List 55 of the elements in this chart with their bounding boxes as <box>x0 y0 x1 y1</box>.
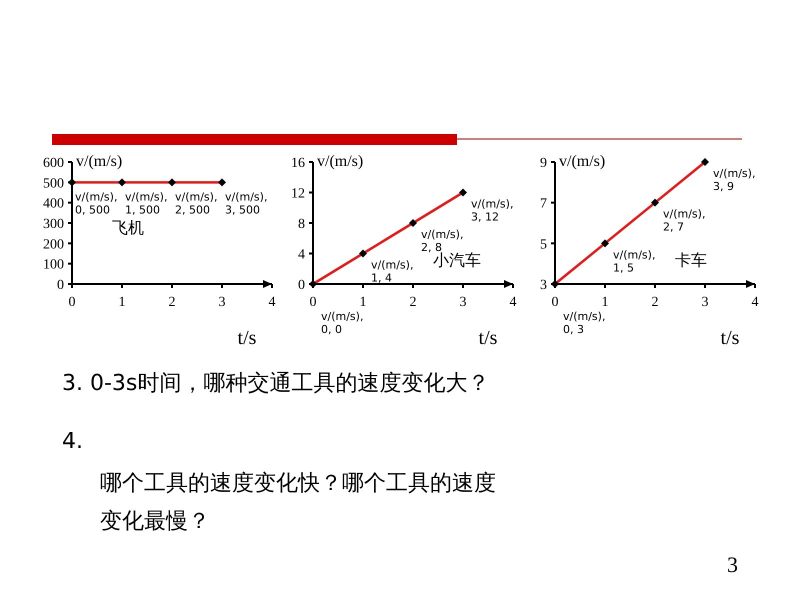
annotation: v/(m/s), 1, 5 <box>613 248 656 274</box>
tick: 0 <box>310 295 316 310</box>
tick: 200 <box>43 237 64 252</box>
annotation: v/(m/s), 2, 500 <box>175 190 218 216</box>
xlabel: t/s <box>720 327 740 349</box>
tick: 400 <box>43 196 64 212</box>
tick: 4 <box>298 248 305 262</box>
annotation: 飞机 <box>112 218 144 237</box>
tick: 3 <box>460 295 466 310</box>
tick: 4 <box>268 295 276 310</box>
annotation: v/(m/s), 0, 3 <box>563 310 606 336</box>
ylabel: v/(m/s) <box>317 153 364 170</box>
tick: 4 <box>752 295 758 310</box>
tick: 4 <box>510 295 516 310</box>
annotation: 小汽车 <box>433 250 481 270</box>
tick: 2 <box>168 295 176 310</box>
annotation: v/(m/s), 2, 7 <box>663 208 706 234</box>
tick: 1 <box>360 295 366 310</box>
xlabel: t/s <box>238 327 256 349</box>
annotation: v/(m/s), 1, 4 <box>371 258 414 284</box>
ylabel: v/(m/s) <box>559 153 606 170</box>
tick: 0 <box>68 295 76 310</box>
tick: 1 <box>118 295 126 310</box>
annotation: 3. 0-3s时间，哪种交通工具的速度变化大？ <box>62 371 490 396</box>
tick: 7 <box>540 196 547 212</box>
tick: 2 <box>652 295 658 310</box>
tick: 16 <box>291 156 305 171</box>
tick: 2 <box>410 295 416 310</box>
tick: 300 <box>43 217 64 232</box>
annotation: v/(m/s), 3, 12 <box>471 198 514 224</box>
ylabel: v/(m/s) <box>76 153 122 170</box>
tick: 3 <box>702 295 708 310</box>
tick: 0 <box>57 278 64 293</box>
tick: 9 <box>540 156 547 171</box>
xlabel: t/s <box>478 327 498 349</box>
tick: 0 <box>298 278 305 293</box>
tick: 5 <box>540 237 547 252</box>
annotation: 哪个工具的速度变化快？哪个工具的速度变化最慢？ <box>100 471 496 534</box>
annotation: v/(m/s), 0, 500 <box>75 190 118 216</box>
tick: 12 <box>291 186 305 202</box>
tick: 500 <box>43 176 64 192</box>
tick: 0 <box>552 295 558 310</box>
annotation: v/(m/s), 3, 500 <box>225 190 268 216</box>
annotation: 3 <box>727 552 738 577</box>
tick: 600 <box>43 156 64 171</box>
tick: 3 <box>218 295 226 310</box>
tick: 8 <box>298 217 305 232</box>
annotation: v/(m/s), 0, 0 <box>321 310 364 336</box>
tick: 100 <box>43 258 64 273</box>
annotation: v/(m/s), 1, 500 <box>125 190 168 216</box>
tick: 3 <box>540 278 547 293</box>
annotation: v/(m/s), 3, 9 <box>713 167 756 193</box>
tick: 1 <box>602 295 608 310</box>
annotation: 4. <box>62 429 83 454</box>
annotation: 卡车 <box>675 250 707 270</box>
